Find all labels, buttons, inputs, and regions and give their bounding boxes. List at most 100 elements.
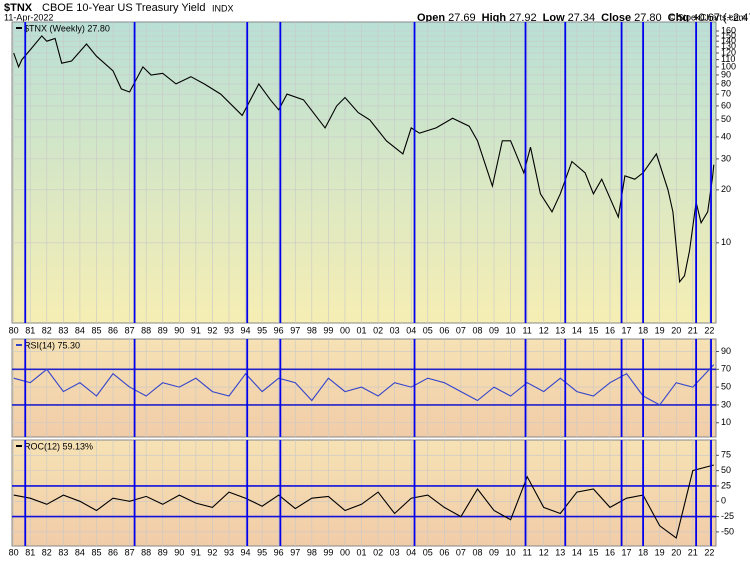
x-tick-label: 84 — [75, 547, 85, 557]
symbol: $TNX — [4, 2, 33, 14]
x-tick-label: 04 — [406, 547, 416, 557]
x-tick-label: 94 — [241, 547, 251, 557]
x-tick-label: 93 — [224, 325, 234, 335]
x-tick-label: 81 — [25, 325, 35, 335]
x-tick-label: 09 — [489, 325, 499, 335]
x-tick-label: 19 — [655, 325, 665, 335]
x-tick-label: 17 — [622, 325, 632, 335]
quote-value: 27.69 — [448, 12, 476, 24]
quote: Open 27.69 High 27.92 Low 27.34 Close 27.80 Chg +… — [417, 12, 750, 24]
x-tick-label: 98 — [307, 325, 317, 335]
x-tick-label: 02 — [373, 547, 383, 557]
y-tick-label: 110 — [721, 54, 735, 64]
x-tick-label: 91 — [191, 325, 201, 335]
y-tick-label: 60 — [721, 100, 731, 110]
legend-swatch — [16, 344, 22, 346]
x-tick-label: 99 — [323, 547, 333, 557]
quote-value: 27.92 — [509, 12, 537, 24]
x-tick-label: 99 — [323, 325, 333, 335]
x-tick-label: 95 — [257, 547, 267, 557]
x-tick-label: 90 — [174, 325, 184, 335]
x-tick-label: 11 — [522, 325, 531, 335]
x-tick-label: 07 — [456, 547, 466, 557]
x-tick-label: 86 — [108, 547, 118, 557]
date: 11-Apr-2022 — [4, 12, 53, 22]
x-tick-label: 96 — [274, 547, 284, 557]
x-tick-label: 16 — [605, 325, 615, 335]
y-tick-label: 0 — [721, 496, 726, 506]
x-tick-label: 20 — [671, 325, 681, 335]
x-tick-label: 97 — [290, 325, 300, 335]
x-tick-label: 06 — [439, 547, 449, 557]
x-tick-label: 21 — [688, 325, 698, 335]
quote-value: +0.67 (+2.47%) — [692, 12, 750, 24]
y-tick-label: 120 — [721, 47, 736, 57]
y-tick-label: 10 — [721, 417, 731, 427]
y-tick-label: 25 — [721, 480, 731, 490]
y-tick-label: 10 — [721, 237, 731, 247]
x-tick-label: 97 — [290, 547, 300, 557]
x-tick-label: 93 — [224, 547, 234, 557]
quote-value: 27.34 — [568, 12, 596, 24]
x-tick-label: 92 — [207, 325, 217, 335]
copyright: © StockCharts.com — [668, 12, 746, 22]
x-tick-label: 19 — [655, 547, 665, 557]
x-tick-label: 95 — [257, 325, 267, 335]
x-tick-label: 11 — [522, 547, 531, 557]
y-tick-label: 50 — [721, 114, 731, 124]
x-tick-label: 83 — [58, 325, 68, 335]
y-tick-label: 80 — [721, 78, 731, 88]
x-tick-label: 18 — [638, 547, 648, 557]
y-tick-label: 20 — [721, 184, 731, 194]
x-tick-label: 86 — [108, 325, 118, 335]
x-tick-label: 89 — [158, 325, 168, 335]
x-tick-label: 15 — [588, 547, 598, 557]
y-tick-label: 40 — [721, 131, 731, 141]
x-tick-label: 02 — [373, 325, 383, 335]
panel-background — [11, 439, 717, 547]
y-tick-label: 130 — [721, 41, 736, 51]
quote-label: Close — [601, 12, 631, 24]
legend-label: ROC(12) 59.13% — [24, 441, 93, 451]
quote-label: Chg — [668, 12, 689, 24]
x-tick-label: 03 — [390, 547, 400, 557]
y-tick-label: 30 — [721, 153, 731, 163]
x-tick-label: 90 — [174, 547, 184, 557]
legend-swatch — [16, 445, 22, 447]
x-tick-label: 18 — [638, 325, 648, 335]
x-tick-label: 14 — [572, 547, 582, 557]
x-tick-label: 00 — [340, 547, 350, 557]
x-tick-label: 07 — [456, 325, 466, 335]
legend-swatch — [16, 27, 22, 29]
y-tick-label: 50 — [721, 465, 731, 475]
x-tick-label: 88 — [141, 325, 151, 335]
x-tick-label: 06 — [439, 325, 449, 335]
x-tick-label: 03 — [390, 325, 400, 335]
security-name: CBOE 10-Year US Treasury Yield — [42, 2, 205, 14]
x-tick-label: 08 — [472, 325, 482, 335]
y-tick-label: 50 — [721, 381, 731, 391]
x-tick-label: 85 — [91, 325, 101, 335]
x-tick-label: 21 — [688, 547, 698, 557]
quote-label: Low — [543, 12, 565, 24]
y-tick-label: 70 — [721, 89, 731, 99]
x-tick-label: 91 — [191, 547, 201, 557]
x-tick-label: 22 — [704, 547, 714, 557]
quote-label: Open — [417, 12, 445, 24]
x-tick-label: 14 — [572, 325, 582, 335]
x-tick-label: 00 — [340, 325, 350, 335]
x-tick-label: 12 — [539, 325, 549, 335]
series-line — [13, 464, 714, 539]
x-tick-label: 88 — [141, 547, 151, 557]
x-tick-label: 12 — [539, 547, 549, 557]
y-tick-label: 100 — [721, 61, 736, 71]
legend-label: $TNX (Weekly) 27.80 — [24, 23, 110, 33]
y-tick-label: 90 — [721, 346, 731, 356]
x-tick-label: 13 — [555, 325, 565, 335]
x-tick-label: 94 — [241, 325, 251, 335]
quote-label: High — [482, 12, 507, 24]
exchange: INDX — [212, 3, 234, 13]
x-tick-label: 05 — [423, 325, 433, 335]
y-tick-label: 140 — [721, 36, 736, 46]
